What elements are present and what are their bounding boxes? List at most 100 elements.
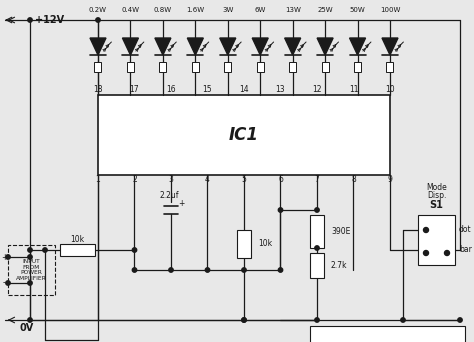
Circle shape	[28, 18, 32, 22]
Text: 0.4W: 0.4W	[121, 7, 139, 13]
Text: Mode: Mode	[426, 183, 447, 192]
Bar	[322, 62, 328, 72]
Polygon shape	[187, 38, 203, 55]
Polygon shape	[220, 38, 236, 55]
Text: 50W: 50W	[350, 7, 365, 13]
Circle shape	[28, 248, 32, 252]
Bar	[310, 253, 324, 278]
Text: 13W: 13W	[285, 7, 301, 13]
Bar	[192, 62, 199, 72]
Circle shape	[132, 268, 137, 272]
Text: 16: 16	[166, 86, 176, 94]
Circle shape	[315, 246, 319, 250]
Circle shape	[278, 208, 283, 212]
Circle shape	[28, 281, 32, 285]
Circle shape	[445, 250, 449, 255]
Text: 1: 1	[96, 175, 100, 184]
Bar	[257, 62, 264, 72]
Text: 17: 17	[130, 86, 139, 94]
Text: +: +	[1, 252, 7, 262]
Text: 2.7k: 2.7k	[331, 261, 347, 270]
Text: 3: 3	[169, 175, 173, 184]
Text: 390E: 390E	[331, 227, 350, 236]
Polygon shape	[155, 38, 171, 55]
Text: 14: 14	[239, 86, 249, 94]
Polygon shape	[349, 38, 365, 55]
Polygon shape	[317, 38, 333, 55]
Text: Disp.: Disp.	[427, 190, 446, 199]
Bar	[94, 62, 101, 72]
Text: 18: 18	[93, 86, 103, 94]
Text: 100W: 100W	[380, 7, 400, 13]
Bar	[159, 62, 166, 72]
Text: +12V: +12V	[35, 15, 64, 25]
Text: 9: 9	[388, 175, 392, 184]
Text: S1: S1	[429, 200, 444, 210]
Text: bar: bar	[459, 246, 472, 254]
Polygon shape	[122, 38, 138, 55]
Bar	[310, 326, 465, 342]
Text: dot: dot	[459, 225, 472, 235]
Circle shape	[278, 268, 283, 272]
Text: 8: 8	[351, 175, 356, 184]
Polygon shape	[90, 38, 106, 55]
Bar	[127, 62, 134, 72]
Text: 6W: 6W	[255, 7, 266, 13]
Text: 4: 4	[205, 175, 210, 184]
Text: 15: 15	[203, 86, 212, 94]
Circle shape	[205, 268, 210, 272]
Text: IC1: IC1	[229, 126, 259, 144]
Circle shape	[242, 318, 246, 322]
Bar	[224, 62, 231, 72]
Circle shape	[6, 281, 10, 285]
Text: 2.2uf: 2.2uf	[159, 190, 179, 199]
Circle shape	[96, 18, 100, 22]
Text: 3W: 3W	[222, 7, 234, 13]
Polygon shape	[285, 38, 301, 55]
Circle shape	[132, 248, 137, 252]
Text: 12: 12	[312, 86, 322, 94]
Circle shape	[423, 250, 428, 255]
Circle shape	[43, 248, 47, 252]
Text: 25W: 25W	[317, 7, 333, 13]
Bar	[237, 230, 251, 258]
Circle shape	[315, 318, 319, 322]
Circle shape	[6, 255, 10, 259]
Text: 6: 6	[278, 175, 283, 184]
Bar	[418, 215, 455, 265]
Text: 2: 2	[132, 175, 137, 184]
Text: 0.8W: 0.8W	[154, 7, 172, 13]
Text: 10k: 10k	[71, 236, 84, 245]
Circle shape	[28, 318, 32, 322]
Circle shape	[242, 268, 246, 272]
Text: 11: 11	[349, 86, 358, 94]
Circle shape	[242, 318, 246, 322]
Bar	[289, 62, 296, 72]
Bar	[386, 62, 393, 72]
Bar	[8, 245, 55, 295]
Bar	[98, 95, 390, 175]
Text: 5: 5	[242, 175, 246, 184]
Circle shape	[315, 208, 319, 212]
Circle shape	[458, 318, 462, 322]
Circle shape	[401, 318, 405, 322]
Text: 1.6W: 1.6W	[186, 7, 204, 13]
Bar	[60, 244, 95, 256]
Text: -: -	[3, 278, 5, 288]
Text: 0V: 0V	[20, 323, 34, 333]
Polygon shape	[382, 38, 398, 55]
Text: 7: 7	[315, 175, 319, 184]
Circle shape	[28, 255, 32, 259]
Text: Corrected by Eplanet: Corrected by Eplanet	[339, 330, 435, 340]
Text: 0.2W: 0.2W	[89, 7, 107, 13]
Text: INPUT
FROM
POWER
AMPLIFIER: INPUT FROM POWER AMPLIFIER	[16, 259, 47, 281]
Polygon shape	[252, 38, 268, 55]
Bar	[310, 215, 324, 248]
Text: 10k: 10k	[258, 239, 272, 249]
Circle shape	[169, 268, 173, 272]
Circle shape	[423, 227, 428, 233]
Text: 10: 10	[385, 86, 395, 94]
Text: 13: 13	[276, 86, 285, 94]
Text: +: +	[178, 199, 184, 209]
Bar	[354, 62, 361, 72]
